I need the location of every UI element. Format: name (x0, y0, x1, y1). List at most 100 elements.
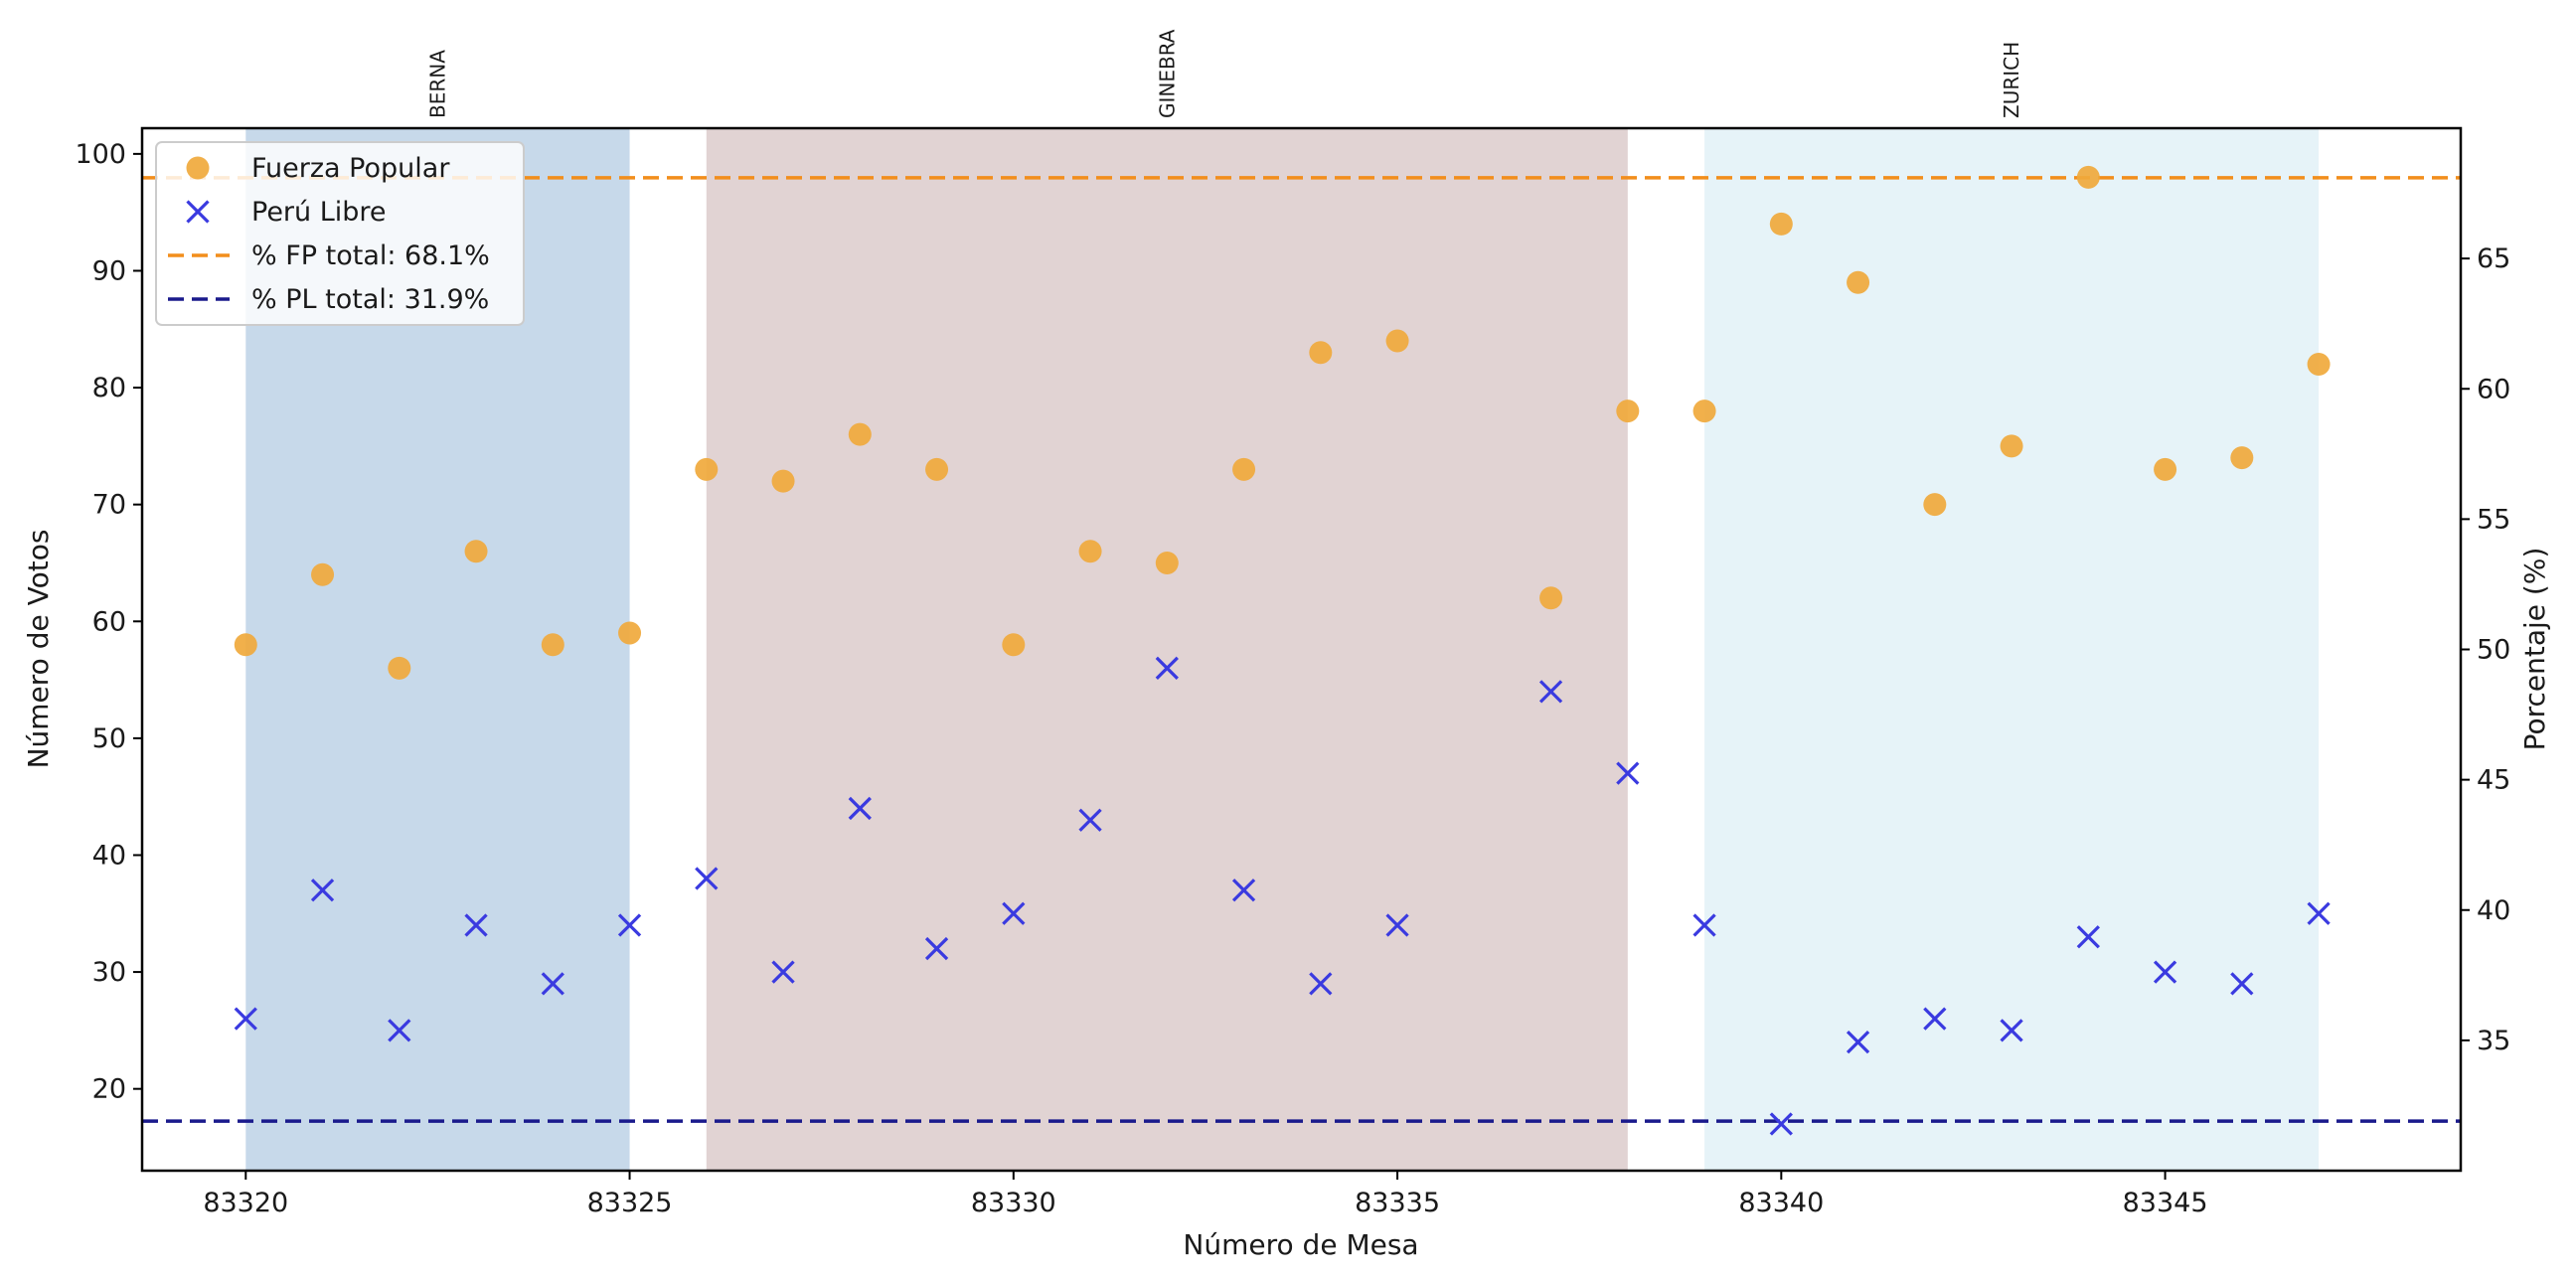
x-marker-stroke (1923, 1007, 1947, 1031)
point-fuerza-popular (388, 656, 411, 680)
y-axis-right-ticks: 35 40 45 50 55 60 65 (2461, 243, 2510, 1056)
point-peru-libre (2230, 972, 2254, 996)
x-tick-label: 83320 (203, 1188, 288, 1218)
point-fuerza-popular (311, 562, 335, 586)
x-marker-stroke (848, 796, 872, 821)
legend-label: % PL total: 31.9% (251, 284, 489, 315)
point-fuerza-popular (2230, 446, 2254, 470)
x-marker-stroke (234, 1007, 257, 1031)
legend-label: Perú Libre (251, 197, 387, 228)
point-fuerza-popular (695, 457, 719, 481)
x-marker-stroke (924, 936, 949, 961)
point-peru-libre (1078, 808, 1102, 832)
point-fuerza-popular (848, 422, 872, 446)
point-peru-libre (1385, 913, 1409, 937)
x-marker-stroke (771, 960, 795, 984)
point-peru-libre (388, 1019, 411, 1042)
point-peru-libre (310, 879, 335, 902)
point-peru-libre (1769, 1112, 1793, 1136)
region-label-zurich: ZURICH (2000, 42, 2023, 118)
y-axis-right-label: Porcentaje (%) (2518, 548, 2551, 751)
x-marker-stroke (1231, 879, 1256, 902)
region-band-zurich (1704, 128, 2320, 1171)
x-marker-stroke (1002, 901, 1026, 925)
point-fuerza-popular (541, 633, 564, 657)
data-points (234, 165, 2331, 1136)
y-right-tick-label: 60 (2477, 374, 2510, 404)
x-marker-stroke (1692, 913, 1716, 937)
point-peru-libre (541, 972, 564, 996)
reference-lines (142, 176, 2461, 1123)
point-fuerza-popular (1078, 540, 1102, 563)
point-fuerza-popular (234, 633, 257, 657)
y-right-tick-label: 50 (2477, 635, 2510, 666)
point-peru-libre (2307, 901, 2331, 925)
x-marker-stroke (1078, 808, 1102, 832)
y-tick-label: 50 (92, 723, 126, 754)
x-marker-stroke (2076, 925, 2100, 949)
x-marker-stroke (2153, 960, 2177, 984)
point-fuerza-popular (1002, 633, 1026, 657)
y-axis-ticks: 20 30 40 50 60 70 80 90 100 (75, 139, 142, 1105)
legend-marker-fuerza-popular (186, 156, 210, 180)
region-label-berna: BERNA (425, 50, 449, 118)
point-peru-libre (1616, 761, 1640, 785)
point-fuerza-popular (925, 457, 949, 481)
point-fuerza-popular (2307, 353, 2331, 377)
point-fuerza-popular (1385, 329, 1409, 353)
y-axis-label: Número de Votos (22, 530, 55, 769)
point-peru-libre (1692, 913, 1716, 937)
x-tick-label: 83345 (2123, 1188, 2208, 1218)
y-tick-label: 70 (92, 490, 126, 521)
point-peru-libre (1846, 1031, 1870, 1054)
point-fuerza-popular (1309, 341, 1333, 365)
y-tick-label: 90 (92, 255, 126, 286)
point-fuerza-popular (2154, 457, 2177, 481)
region-label-ginebra: GINEBRA (1155, 29, 1179, 118)
legend: Fuerza Popular Perú Libre % FP total: 68.1… (155, 141, 525, 326)
x-marker-stroke (1616, 761, 1640, 785)
point-peru-libre (1309, 972, 1333, 996)
point-peru-libre (2153, 960, 2177, 984)
x-tick-label: 83335 (1355, 1188, 1440, 1218)
point-peru-libre (617, 913, 642, 937)
point-peru-libre (771, 960, 795, 984)
y-right-tick-label: 45 (2477, 765, 2510, 796)
x-marker-stroke (617, 913, 642, 937)
x-marker-stroke (2230, 972, 2254, 996)
x-marker-stroke (2000, 1019, 2023, 1042)
y-right-tick-label: 40 (2477, 895, 2510, 926)
point-fuerza-popular (1232, 457, 1256, 481)
point-fuerza-popular (1692, 399, 1716, 423)
x-marker-stroke (464, 913, 488, 937)
y-right-tick-label: 35 (2477, 1026, 2510, 1056)
point-peru-libre (2076, 925, 2100, 949)
x-axis-ticks: 83320 83325 83330 83335 83340 83345 (203, 1171, 2208, 1218)
point-fuerza-popular (1923, 493, 1947, 517)
x-marker-stroke (1385, 913, 1409, 937)
x-marker-stroke (541, 972, 564, 996)
x-marker-stroke (388, 1019, 411, 1042)
point-fuerza-popular (618, 621, 642, 645)
x-tick-label: 83325 (587, 1188, 673, 1218)
x-axis-label: Número de Mesa (1183, 1228, 1418, 1261)
point-fuerza-popular (2076, 165, 2100, 189)
point-peru-libre (1155, 656, 1179, 680)
point-fuerza-popular (1539, 586, 1563, 610)
legend-box (155, 141, 525, 326)
x-marker-stroke (1309, 972, 1333, 996)
legend-label: % FP total: 68.1% (251, 240, 490, 271)
point-peru-libre (1002, 901, 1026, 925)
y-tick-label: 60 (92, 606, 126, 637)
region-labels: BERNA GINEBRA ZURICH (425, 29, 2023, 118)
point-fuerza-popular (464, 540, 488, 563)
x-marker-stroke (2307, 901, 2331, 925)
point-peru-libre (848, 796, 872, 821)
y-right-tick-label: 55 (2477, 504, 2510, 535)
y-tick-label: 80 (92, 373, 126, 403)
y-right-tick-label: 65 (2477, 243, 2510, 274)
x-marker-stroke (186, 200, 210, 224)
y-tick-label: 20 (92, 1074, 126, 1105)
point-fuerza-popular (1769, 212, 1793, 236)
